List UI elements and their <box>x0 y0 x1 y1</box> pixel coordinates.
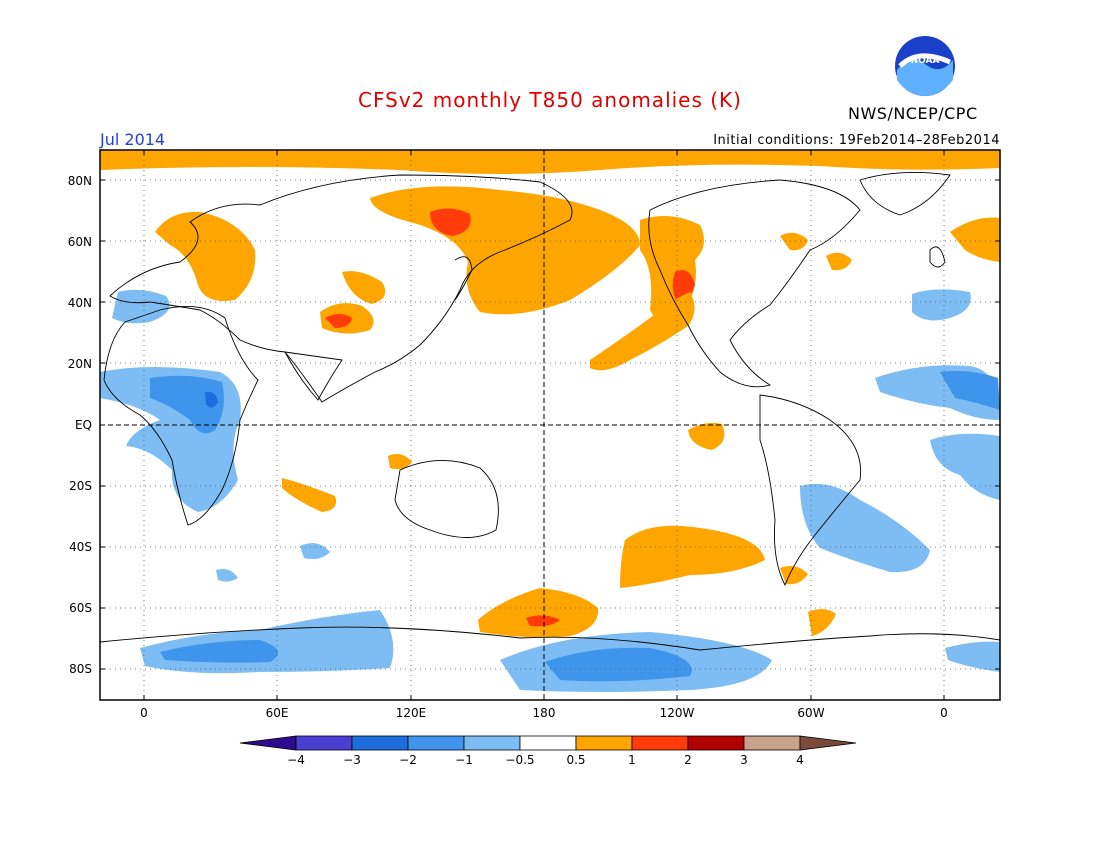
anomaly-antarctic-cool-se <box>945 641 1000 672</box>
lat-label: 20S <box>69 479 92 493</box>
colorbar-label: −4 <box>287 753 305 767</box>
coast-australia <box>394 460 499 538</box>
anomaly-africa-cool-2 <box>150 375 224 434</box>
colorbar-swatch <box>631 735 689 751</box>
anomaly-indian-cool-2 <box>216 569 238 582</box>
anomaly-antarctic-cool-west-2 <box>545 647 692 682</box>
anomaly-npacific-strong <box>430 208 471 236</box>
lon-label: 120W <box>659 706 695 720</box>
anomaly-westafrica-cool-2 <box>940 370 1000 410</box>
coast-greenland <box>859 171 951 216</box>
lon-label: 60W <box>797 706 825 720</box>
anomaly-asia-warm-2 <box>342 271 386 304</box>
anomaly-antarctic-cool-east-2 <box>160 640 278 663</box>
anomaly-canada-warm <box>780 232 808 251</box>
colorbar-swatch <box>519 735 577 751</box>
anomaly-atlantic-warm <box>826 252 852 271</box>
colorbar-swatch <box>799 735 857 751</box>
anomaly-spain-cool <box>912 289 971 321</box>
initial-conditions: Initial conditions: 19Feb2014–28Feb2014 <box>713 133 1000 148</box>
anomaly-samerica-cool <box>800 483 930 573</box>
coast-antarctica <box>100 626 1000 651</box>
anomaly-indian-warm <box>282 478 337 512</box>
lat-label: 80N <box>67 174 92 188</box>
colorbar-swatch <box>575 735 633 751</box>
organization-label: NWS/NCEP/CPC <box>848 104 978 123</box>
lat-label: 60S <box>69 601 92 615</box>
colorbar-swatch <box>407 735 465 751</box>
coast-africa <box>103 305 259 526</box>
colorbar-label: −2 <box>399 753 417 767</box>
lat-label: 20N <box>67 357 92 371</box>
colorbar-swatch <box>295 735 353 751</box>
lat-label: 80S <box>69 662 92 676</box>
colorbar-label: −0.5 <box>505 753 535 767</box>
lat-label: 60N <box>67 235 92 249</box>
anomaly-eqpac-warm <box>688 422 725 450</box>
lat-label: 40S <box>69 540 92 554</box>
lon-label: 120E <box>395 706 427 720</box>
anomaly-drake-warm <box>808 608 836 636</box>
map-title: CFSv2 monthly T850 anomalies (K) <box>358 88 742 112</box>
anomaly-africa-cool-3 <box>205 391 218 408</box>
anomaly-asia-strong <box>325 314 352 328</box>
anomaly-europe-warm <box>155 211 256 301</box>
anomaly-epacific-band <box>590 292 695 371</box>
coast-eurasia <box>109 174 573 403</box>
anomaly-scandinavia-warm <box>950 217 1000 262</box>
colorbar-label: −3 <box>343 753 361 767</box>
anomaly-southern-strong <box>526 615 560 627</box>
coast-india <box>284 351 343 401</box>
anomaly-indonesia-warm <box>388 454 412 470</box>
colorbar <box>239 735 857 751</box>
colorbar-label: 4 <box>796 753 804 767</box>
anomaly-spacific-warm <box>620 525 765 588</box>
colorbar-swatch <box>351 735 409 751</box>
colorbar-swatch <box>743 735 801 751</box>
lat-label: 40N <box>67 296 92 310</box>
colorbar-label: 1 <box>628 753 636 767</box>
lat-label: EQ <box>74 418 92 432</box>
coast-southamerica <box>759 394 862 587</box>
colorbar-swatch <box>463 735 521 751</box>
colorbar-label: 2 <box>684 753 692 767</box>
anomaly-arctic-warm <box>100 150 1000 174</box>
colorbar-label: 3 <box>740 753 748 767</box>
anomaly-satlantic-cool <box>930 433 1000 500</box>
anomaly-southern-warm <box>478 588 599 638</box>
anomaly-mediterranean-cool <box>112 289 170 324</box>
coast-northamerica <box>648 179 861 388</box>
coast-japan <box>454 256 473 301</box>
colorbar-swatch <box>687 735 745 751</box>
lon-label: 0 <box>940 706 948 720</box>
lon-label: 60E <box>265 706 289 720</box>
lon-label: 180 <box>532 706 556 720</box>
anomaly-indian-cool <box>300 543 330 560</box>
lon-label: 0 <box>140 706 148 720</box>
colorbar-label: 0.5 <box>566 753 586 767</box>
colorbar-swatch <box>239 735 297 751</box>
colorbar-label: −1 <box>455 753 473 767</box>
coast-uk <box>929 246 946 268</box>
forecast-month: Jul 2014 <box>100 130 166 149</box>
